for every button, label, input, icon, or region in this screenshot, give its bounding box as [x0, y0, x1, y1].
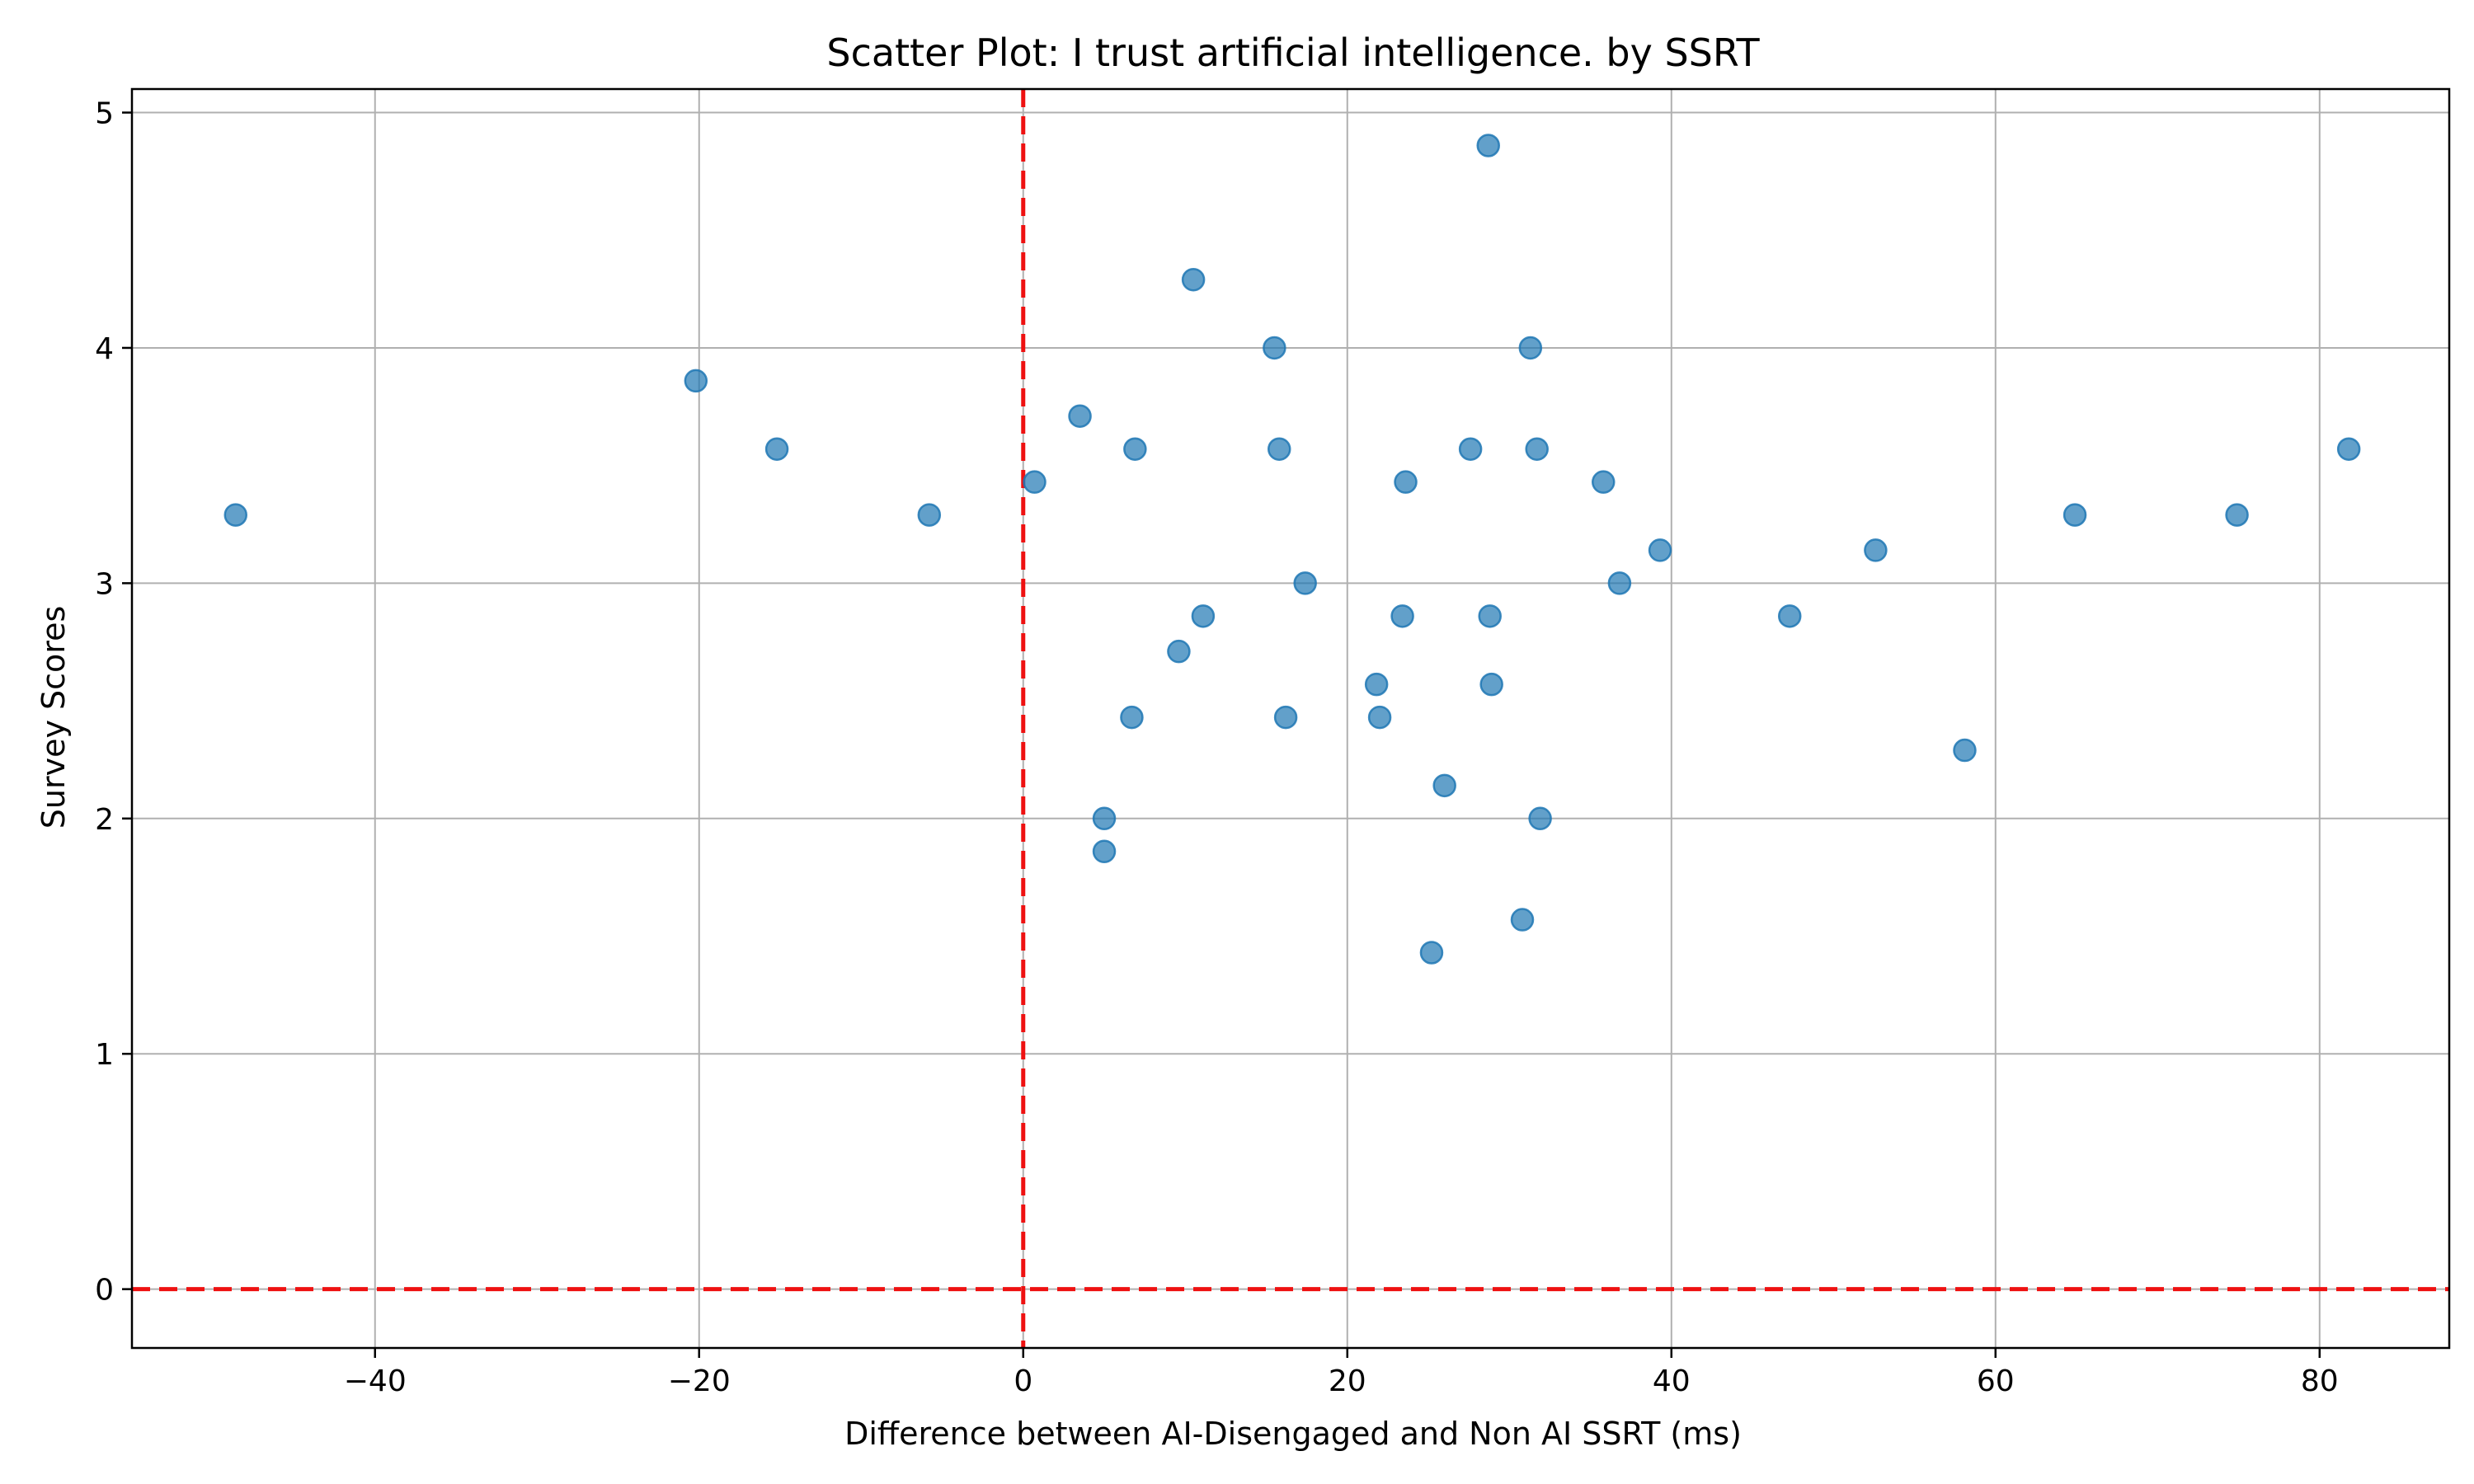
data-point	[1092, 806, 1117, 831]
x-tick-label: −20	[668, 1364, 731, 1398]
data-point	[1273, 705, 1298, 730]
x-tick-label: 60	[1977, 1364, 2015, 1398]
data-point	[684, 369, 708, 393]
data-point	[1478, 604, 1502, 628]
y-tick-label: 3	[95, 567, 114, 601]
y-axis-label: Survey Scores	[35, 606, 72, 829]
data-point	[1864, 538, 1888, 562]
data-point	[2062, 503, 2087, 527]
data-point	[1525, 437, 1549, 461]
data-point	[1068, 404, 1092, 428]
grid-lines	[132, 89, 2449, 1348]
plot-frame	[130, 87, 2451, 1350]
data-point	[1123, 437, 1147, 461]
data-point	[1023, 470, 1047, 494]
x-axis-label: Difference between AI-Disengaged and Non…	[844, 1416, 1742, 1452]
data-point	[1479, 672, 1503, 697]
chart-title: Scatter Plot: I trust artificial intelli…	[826, 31, 1760, 75]
data-point	[1777, 604, 1802, 628]
data-point	[1607, 571, 1632, 595]
data-point	[917, 503, 942, 527]
x-tick-label: 0	[1014, 1364, 1032, 1398]
x-tick-label: 80	[2301, 1364, 2339, 1398]
data-point	[1476, 134, 1500, 157]
y-tick-label: 4	[95, 332, 114, 366]
y-tick-label: 2	[95, 803, 114, 837]
data-point	[1528, 806, 1552, 831]
data-point	[1592, 470, 1616, 494]
data-point	[1648, 538, 1672, 562]
data-point	[1181, 267, 1206, 292]
y-tick-label: 5	[95, 97, 114, 131]
x-tick-label: −40	[344, 1364, 407, 1398]
data-point	[1367, 705, 1392, 730]
data-points	[223, 134, 2361, 965]
data-point	[1458, 437, 1483, 461]
data-point	[1191, 604, 1216, 628]
axis-ticks: −40 −20 0 20 40 60 80 0 1 2 3 4 5	[95, 97, 2339, 1398]
data-point	[1510, 908, 1535, 932]
reference-lines	[132, 89, 2449, 1348]
data-point	[2225, 503, 2249, 527]
data-point	[1432, 773, 1456, 798]
y-tick-label: 1	[95, 1038, 114, 1072]
data-point	[1364, 672, 1389, 697]
data-point	[2336, 437, 2361, 461]
data-point	[1092, 839, 1117, 864]
data-point	[1518, 336, 1543, 360]
x-tick-label: 20	[1329, 1364, 1366, 1398]
data-point	[1394, 470, 1418, 494]
data-point	[223, 503, 248, 527]
data-point	[1120, 705, 1144, 730]
data-point	[1263, 336, 1286, 360]
data-point	[1267, 437, 1291, 461]
data-point	[1390, 604, 1414, 628]
data-point	[1419, 941, 1444, 965]
data-point	[764, 437, 789, 461]
data-point	[1167, 639, 1191, 664]
x-tick-label: 40	[1653, 1364, 1691, 1398]
data-point	[1953, 738, 1977, 763]
data-point	[1293, 571, 1317, 595]
y-tick-label: 0	[95, 1274, 114, 1308]
